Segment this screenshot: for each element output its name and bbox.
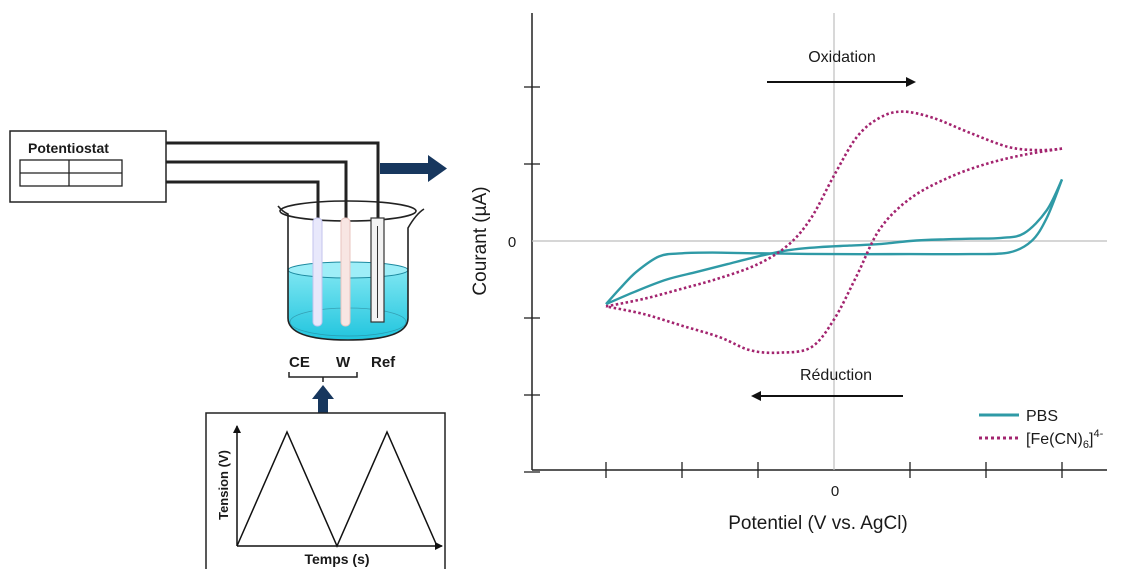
- electrode-label-ref: Ref: [371, 354, 396, 371]
- setup-schematic: Potentiostat CE: [9, 130, 447, 569]
- series-ferrocyanide: [605, 110, 1063, 355]
- x-tick-label-zero: 0: [831, 483, 839, 500]
- electrode-label-ce: CE: [289, 354, 310, 371]
- output-arrow: [380, 155, 447, 182]
- reference-electrode: [370, 217, 385, 323]
- pbs-reverse-scan: [605, 178, 1064, 305]
- working-electrode: [340, 217, 351, 327]
- pbs-forward-scan: [605, 178, 1064, 306]
- beaker: [277, 200, 425, 341]
- input-arrow: [312, 385, 334, 413]
- electrode-bracket: [288, 372, 358, 382]
- ferrocyanide-reverse-scan: [605, 147, 1063, 355]
- chart-legend: PBS [Fe(CN)6]4-: [979, 408, 1104, 451]
- electrode-wires: [166, 141, 380, 218]
- series-pbs: [605, 178, 1064, 306]
- potentiostat-label: Potentiostat: [28, 140, 109, 156]
- oxidation-annotation: Oxidation: [808, 49, 876, 66]
- legend-label-pbs: PBS: [1026, 408, 1058, 425]
- chart-x-axis-label: Potentiel (V vs. AgCl): [728, 513, 908, 534]
- waveform-xlabel: Temps (s): [304, 551, 369, 567]
- reduction-annotation: Réduction: [800, 367, 872, 384]
- axis-ticks: [524, 86, 1063, 478]
- chart-y-axis-label: Courant (µA): [470, 186, 491, 295]
- triangular-waveform: [236, 430, 438, 548]
- waveform-box: [205, 412, 446, 569]
- legend-label-ferrocyanide: [Fe(CN)6]4-: [1026, 428, 1104, 451]
- cv-chart: 0 0 Potentiel (V vs. AgCl) Courant (µA) …: [470, 13, 1107, 534]
- electrode-label-w: W: [336, 354, 351, 371]
- ferrocyanide-forward-scan: [605, 110, 1063, 308]
- counter-electrode: [312, 217, 323, 327]
- waveform-ylabel: Tension (V): [216, 450, 231, 520]
- cv-curves: [605, 110, 1064, 355]
- y-tick-label-zero: 0: [508, 234, 516, 251]
